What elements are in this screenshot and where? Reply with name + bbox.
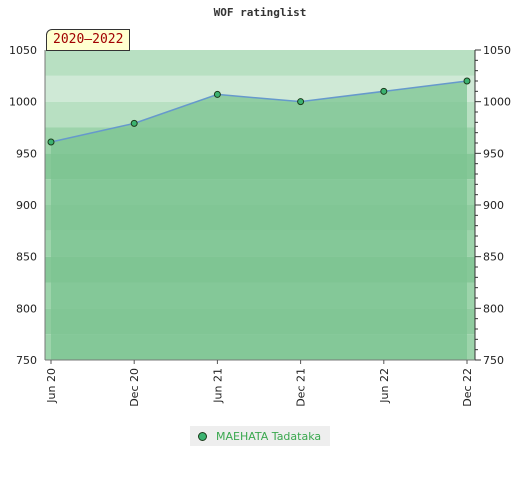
series-area	[51, 81, 467, 360]
data-point[interactable]	[130, 119, 138, 127]
y-tick-label-right: 750	[483, 354, 504, 367]
data-point[interactable]	[297, 98, 305, 106]
y-tick-label-right: 950	[483, 147, 504, 160]
x-tick-label: Jun 22	[378, 368, 391, 404]
y-tick-label-left: 1050	[9, 44, 37, 57]
area-layer	[50, 80, 468, 360]
y-tick-label-right: 900	[483, 199, 504, 212]
legend-label: MAEHATA Tadataka	[216, 429, 322, 443]
y-tick-label-right: 850	[483, 251, 504, 264]
x-tick-label: Jun 20	[45, 368, 58, 404]
data-point[interactable]	[463, 77, 471, 85]
data-point[interactable]	[380, 87, 388, 95]
x-tick-label: Jun 21	[211, 368, 224, 404]
x-tick-label: Dec 20	[128, 368, 141, 407]
y-tick-label-left: 900	[16, 199, 37, 212]
legend[interactable]: MAEHATA Tadataka	[190, 426, 330, 446]
y-tick-label-right: 800	[483, 302, 504, 315]
x-tick-label: Dec 22	[461, 368, 474, 407]
y-tick-label-left: 800	[16, 302, 37, 315]
y-tick-label-left: 950	[16, 147, 37, 160]
chart-title: WOF ratinglist	[213, 6, 307, 19]
data-point[interactable]	[47, 138, 55, 146]
data-point[interactable]	[213, 90, 221, 98]
y-tick-label-right: 1050	[483, 44, 511, 57]
period-badge: 2020–2022	[46, 29, 131, 51]
data-points	[47, 77, 471, 146]
y-tick-label-left: 850	[16, 251, 37, 264]
legend-marker-icon	[198, 431, 207, 441]
y-tick-label-left: 1000	[9, 96, 37, 109]
axes: 750 750 800 800 850 850 900 900 950 950 1000 1000 10…	[9, 44, 511, 407]
series-line	[50, 80, 468, 143]
y-tick-label-right: 1000	[483, 96, 511, 109]
x-tick-label: Dec 21	[295, 368, 308, 407]
y-tick-label-left: 750	[16, 354, 37, 367]
background-band	[45, 50, 475, 76]
